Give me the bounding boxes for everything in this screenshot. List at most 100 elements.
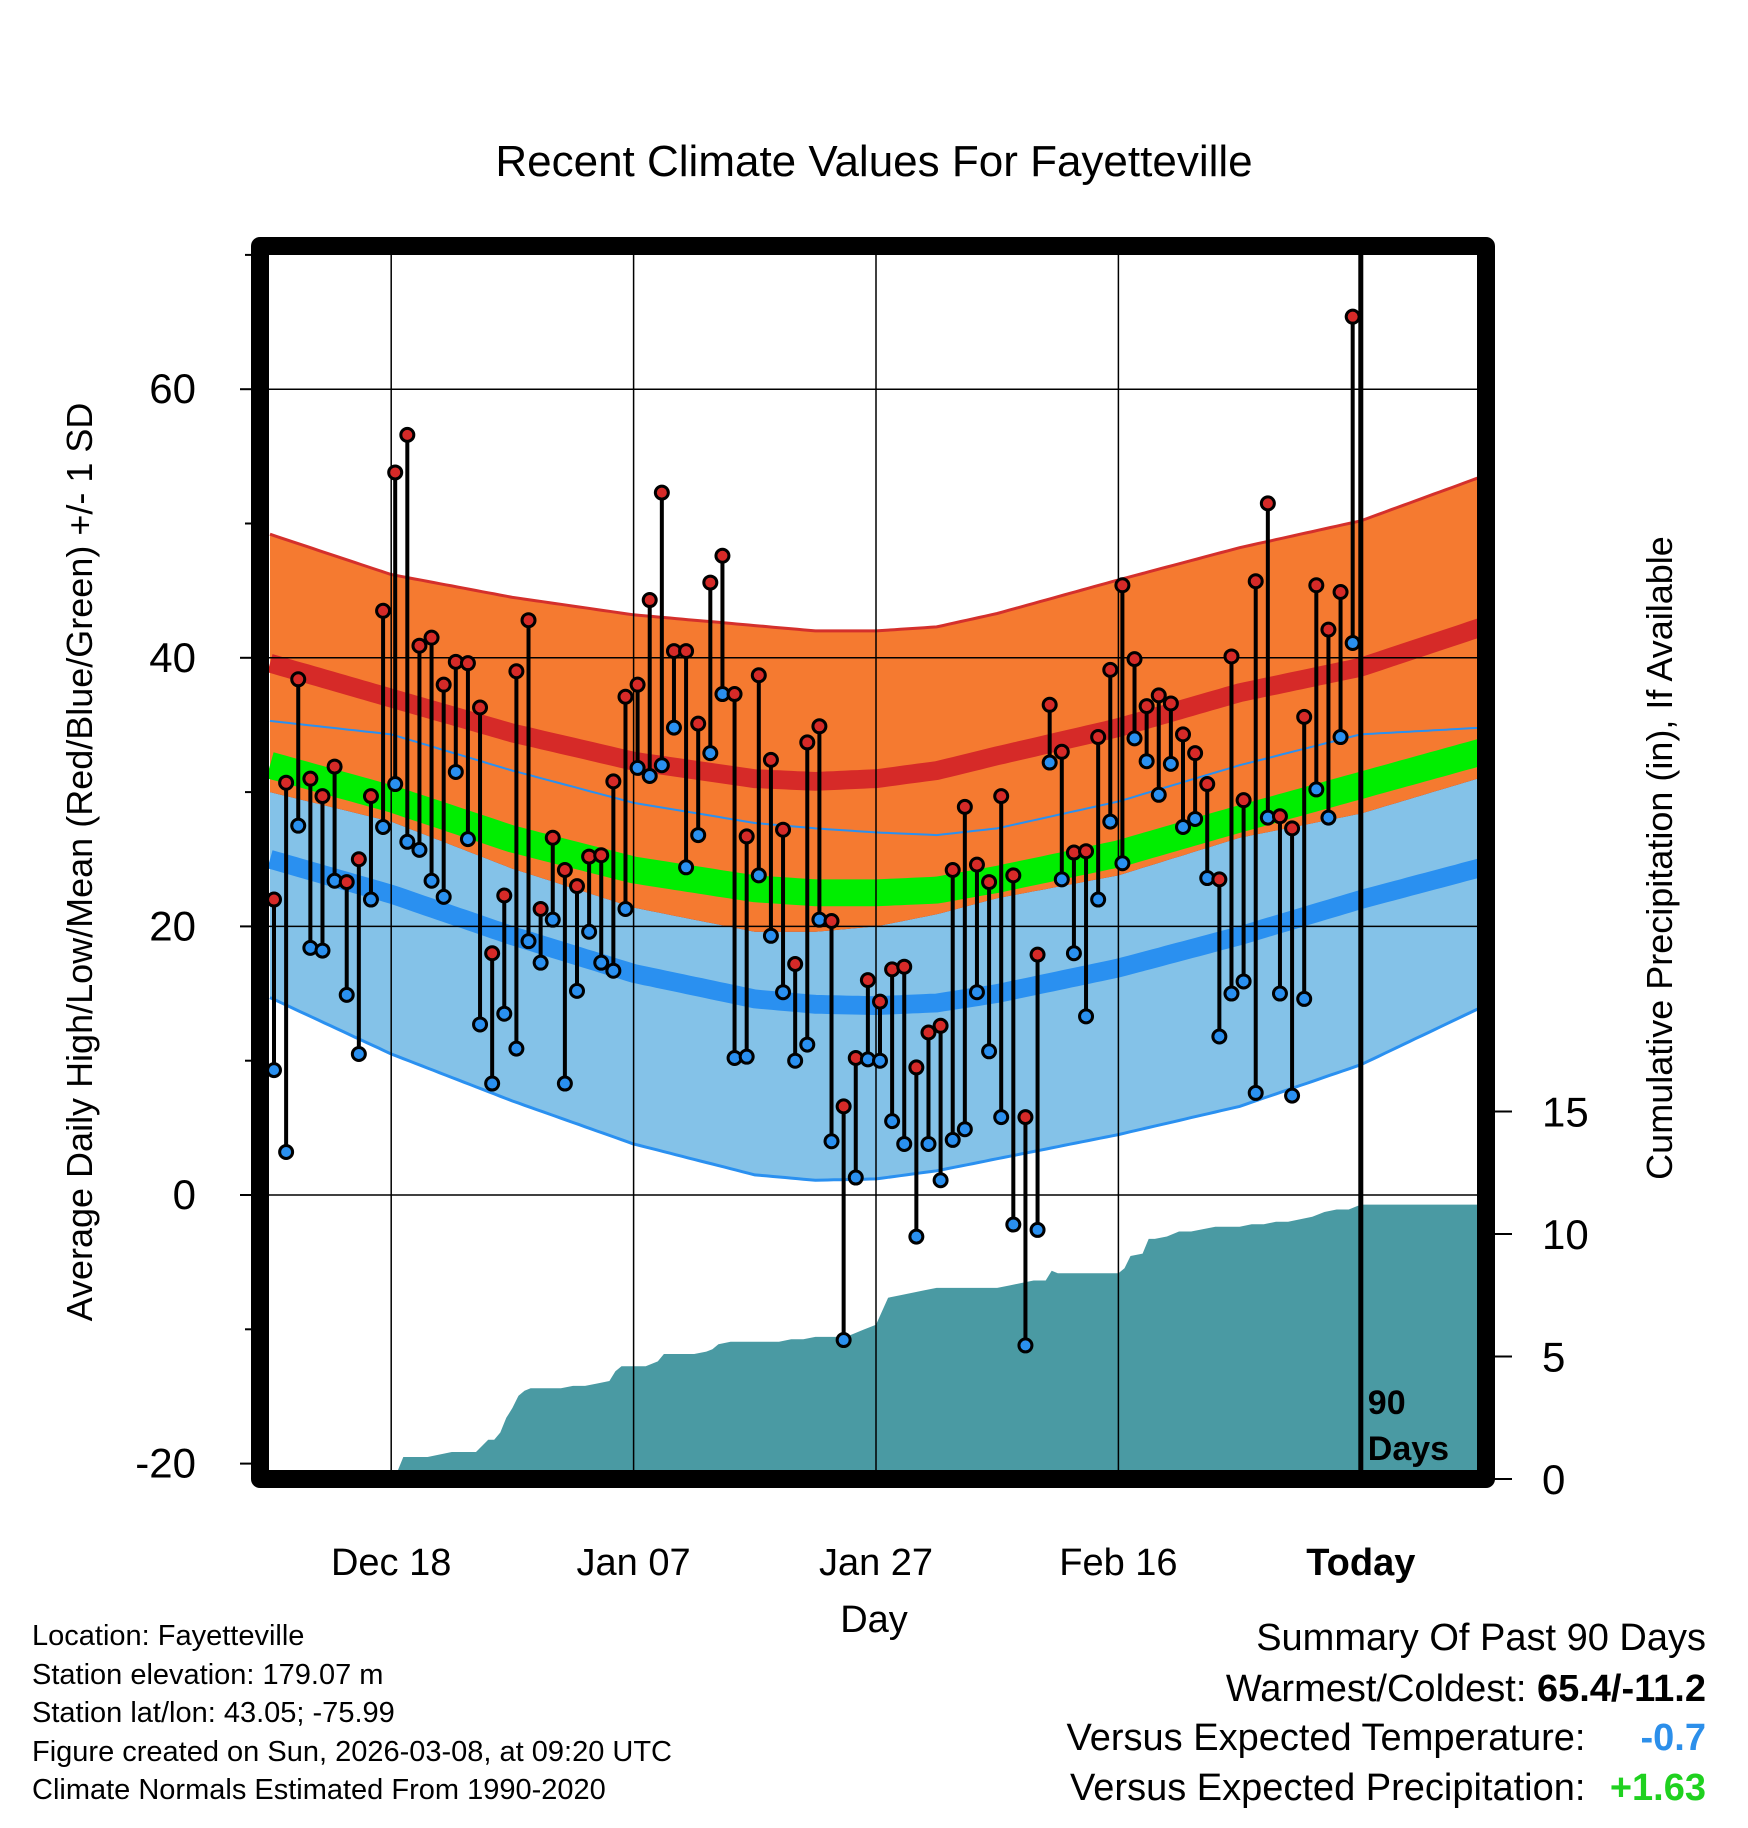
daily-low-point — [1332, 729, 1349, 746]
x-tick-label: Jan 27 — [819, 1542, 933, 1584]
daily-high-point — [314, 788, 331, 805]
daily-low-point — [896, 1135, 913, 1152]
daily-high-point — [1223, 648, 1240, 665]
daily-low-point — [1138, 753, 1155, 770]
summary-temp: Versus Expected Temperature: -0.7 — [1067, 1718, 1706, 1758]
daily-low-point — [508, 1040, 525, 1057]
y-tick-label: 0 — [173, 1171, 196, 1218]
daily-low-point — [1223, 985, 1240, 1002]
daily-low-point — [993, 1109, 1010, 1126]
daily-high-point — [811, 718, 828, 735]
daily-high-point — [278, 774, 295, 791]
daily-high-point — [738, 828, 755, 845]
daily-low-point — [362, 891, 379, 908]
daily-low-point — [278, 1144, 295, 1161]
daily-high-point — [1150, 687, 1167, 704]
daily-low-point — [847, 1169, 864, 1186]
daily-low-point — [702, 745, 719, 762]
daily-high-point — [1332, 583, 1349, 600]
x-axis-label: Day — [840, 1599, 908, 1641]
daily-high-point — [823, 913, 840, 930]
daily-high-point — [1029, 946, 1046, 963]
daily-high-point — [690, 715, 707, 732]
daily-low-point — [956, 1121, 973, 1138]
daily-high-point — [1199, 776, 1216, 793]
daily-low-point — [520, 933, 537, 950]
daily-high-point — [290, 671, 307, 688]
daily-high-point — [993, 788, 1010, 805]
y2-tick-label: 15 — [1542, 1089, 1589, 1136]
daily-low-point — [1247, 1084, 1264, 1101]
daily-low-point — [690, 827, 707, 844]
daily-low-point — [1053, 871, 1070, 888]
daily-low-point — [399, 833, 416, 850]
y2-tick-label: 10 — [1542, 1211, 1589, 1258]
daily-high-point — [1005, 867, 1022, 884]
daily-high-point — [920, 1024, 937, 1041]
daily-high-point — [714, 547, 731, 564]
daily-high-point — [1090, 729, 1107, 746]
daily-high-point — [593, 847, 610, 864]
daily-high-point — [302, 770, 319, 787]
daily-low-point — [1065, 945, 1082, 962]
x-tick-label: Feb 16 — [1059, 1542, 1177, 1584]
summary-warmest-label: Warmest/Coldest: — [1225, 1668, 1537, 1710]
daily-high-point — [1138, 698, 1155, 715]
daily-low-point — [750, 867, 767, 884]
daily-low-point — [387, 776, 404, 793]
daily-low-point — [1041, 754, 1058, 771]
daily-low-point — [872, 1052, 888, 1069]
daily-high-point — [459, 655, 476, 672]
daily-high-point — [1308, 577, 1325, 594]
daily-high-point — [1041, 696, 1058, 713]
daily-low-point — [932, 1172, 949, 1189]
daily-high-point — [1296, 708, 1313, 725]
daily-high-point — [472, 699, 489, 716]
daily-low-point — [762, 927, 779, 944]
daily-high-point — [569, 878, 585, 895]
summary-precip-value: +1.63 — [1609, 1767, 1706, 1809]
daily-high-point — [326, 758, 343, 775]
daily-high-point — [1162, 695, 1179, 712]
summary-heading: Summary Of Past 90 Days — [1256, 1617, 1706, 1659]
daily-high-point — [1211, 871, 1228, 888]
daily-low-point — [1005, 1216, 1022, 1233]
y-axis-label: Average Daily High/Low/Mean (Red/Blue/Gr… — [59, 403, 100, 1322]
daily-high-point — [1187, 745, 1204, 762]
daily-low-point — [484, 1075, 501, 1092]
daily-high-point — [702, 574, 719, 591]
summary-precip: Versus Expected Precipitation: +1.63 — [1070, 1768, 1706, 1808]
daily-high-point — [896, 958, 913, 975]
daily-low-point — [835, 1332, 852, 1349]
daily-low-point — [968, 984, 985, 1001]
daily-low-point — [544, 911, 561, 928]
daily-low-point — [1150, 786, 1167, 803]
daily-low-point — [1284, 1087, 1301, 1104]
daily-high-point — [981, 874, 998, 891]
daily-low-point — [605, 962, 622, 979]
summary-warmest-value: 65.4/-11.2 — [1536, 1668, 1706, 1710]
daily-low-point — [1175, 819, 1191, 836]
daily-high-point — [411, 637, 428, 654]
daily-high-point — [956, 798, 973, 815]
axes-layer: -20 0 20 40 60 0 5 10 15 Dec 18 Jan 07 Jan 27 Feb 16… — [135, 253, 1589, 1584]
chart-title: Recent Climate Values For Fayetteville — [495, 137, 1252, 186]
daily-high-point — [872, 993, 888, 1010]
daily-low-point — [411, 841, 428, 858]
precip-area-layer — [270, 1204, 1478, 1479]
high-normal-band — [270, 477, 1478, 932]
daily-low-point — [787, 1052, 804, 1069]
daily-low-point — [496, 1005, 513, 1022]
daily-low-point — [738, 1048, 755, 1065]
daily-high-point — [520, 612, 537, 629]
daily-low-point — [532, 954, 549, 971]
daily-low-point — [920, 1135, 937, 1152]
daily-low-point — [435, 888, 452, 905]
daily-low-point — [375, 819, 392, 836]
daily-low-point — [1296, 990, 1313, 1007]
x-tick-label: Today — [1306, 1542, 1415, 1584]
daily-low-point — [944, 1131, 961, 1148]
daily-high-point — [496, 887, 513, 904]
daily-low-point — [823, 1133, 840, 1150]
daily-low-point — [581, 923, 598, 940]
